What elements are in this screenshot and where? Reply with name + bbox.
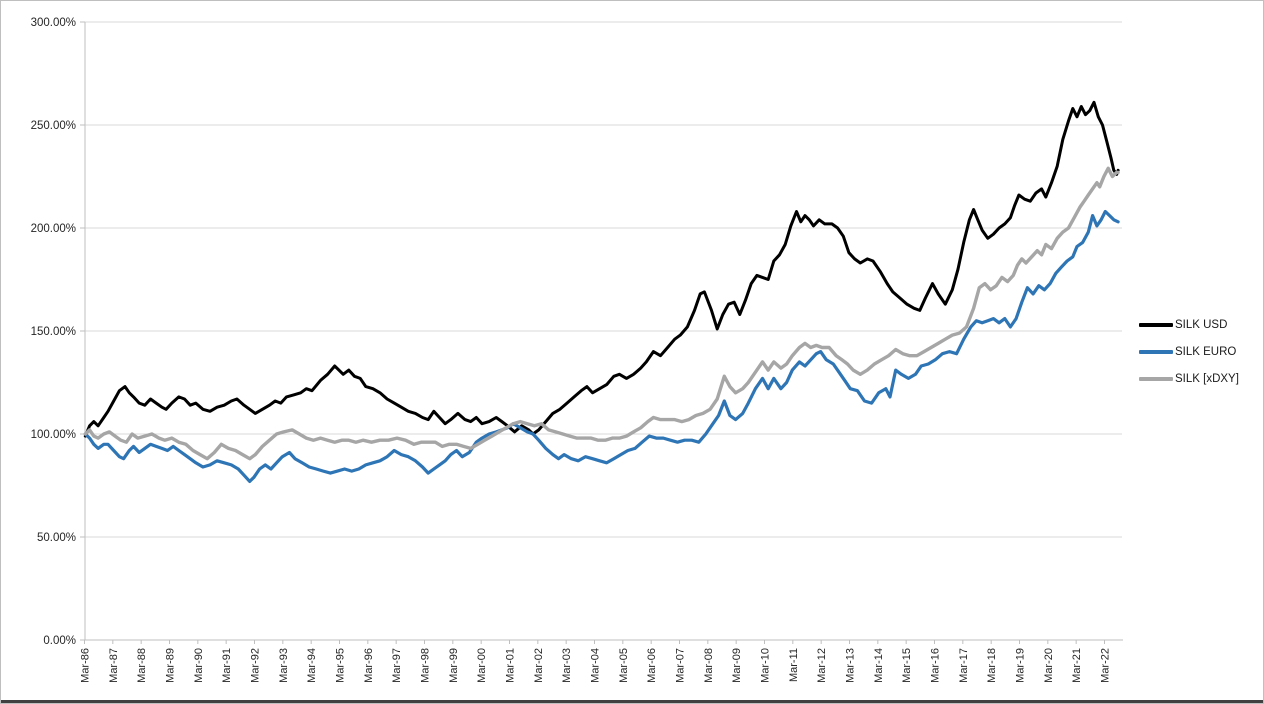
x-axis-tick-label: Mar-14 bbox=[873, 648, 885, 683]
y-axis-tick-label: 50.00% bbox=[37, 532, 76, 544]
series-line-silk-usd bbox=[83, 100, 1120, 438]
x-axis-tick-label: Mar-98 bbox=[420, 648, 432, 683]
x-axis-tick-label: Mar-94 bbox=[306, 648, 318, 683]
x-axis-tick-label: Mar-10 bbox=[760, 648, 772, 683]
x-axis-tick-label: Mar-01 bbox=[505, 648, 517, 683]
x-axis-tick-label: Mar-17 bbox=[958, 648, 970, 683]
y-axis-tick-label: 0.00% bbox=[43, 635, 76, 647]
y-axis-labels: 0.00% 50.00% 100.00% 150.00% 200.00% 250.00% 3… bbox=[31, 17, 76, 647]
x-axis-tick-label: Mar-02 bbox=[533, 648, 545, 683]
x-axis-tick-label: Mar-19 bbox=[1015, 648, 1027, 683]
legend: SILK USD SILK EURO SILK [xDXY] bbox=[1139, 315, 1239, 388]
y-axis-tick-label: 250.00% bbox=[31, 120, 76, 132]
legend-entry-silk-xdxy: SILK [xDXY] bbox=[1139, 369, 1239, 388]
x-axis-tick-label: Mar-05 bbox=[618, 648, 630, 683]
x-axis-tick-label: Mar-18 bbox=[986, 648, 998, 683]
x-axis-tick-label: Mar-86 bbox=[80, 648, 92, 683]
x-axis-tick-label: Mar-87 bbox=[108, 648, 120, 683]
legend-label-silk-euro: SILK EURO bbox=[1175, 345, 1237, 358]
x-axis-tick-label: Mar-07 bbox=[675, 648, 687, 683]
legend-swatch-silk-euro bbox=[1139, 349, 1173, 354]
legend-swatch-silk-xdxy bbox=[1139, 376, 1173, 381]
legend-swatch-silk-usd bbox=[1139, 322, 1173, 327]
x-axis-tick-label: Mar-12 bbox=[816, 648, 828, 683]
x-axis-tick-label: Mar-93 bbox=[278, 648, 290, 683]
y-axis-tick-label: 150.00% bbox=[31, 326, 76, 338]
x-axis-tick-label: Mar-08 bbox=[703, 648, 715, 683]
series-line-silk-euro bbox=[83, 209, 1120, 483]
x-axis-tick-label: Mar-11 bbox=[788, 648, 800, 682]
legend-entry-silk-usd: SILK USD bbox=[1139, 315, 1239, 334]
x-axis-tick-label: Mar-20 bbox=[1043, 648, 1055, 683]
x-axis-ticks bbox=[84, 640, 1105, 644]
y-axis-tick-label: 300.00% bbox=[31, 17, 76, 29]
x-axis-tick-label: Mar-06 bbox=[646, 648, 658, 683]
x-axis-tick-label: Mar-15 bbox=[901, 648, 913, 683]
x-axis-tick-label: Mar-92 bbox=[250, 648, 262, 683]
x-axis-tick-label: Mar-04 bbox=[590, 648, 602, 683]
x-axis-tick-label: Mar-03 bbox=[561, 648, 573, 683]
y-axis-tick-label: 200.00% bbox=[31, 223, 76, 235]
legend-label-silk-xdxy: SILK [xDXY] bbox=[1175, 372, 1239, 385]
y-axis-tick-label: 100.00% bbox=[31, 429, 76, 441]
x-axis-tick-label: Mar-21 bbox=[1071, 648, 1083, 683]
frame-bottom-border bbox=[1, 700, 1263, 703]
legend-label-silk-usd: SILK USD bbox=[1175, 318, 1228, 331]
x-axis-tick-label: Mar-88 bbox=[136, 648, 148, 683]
x-axis-tick-label: Mar-99 bbox=[448, 648, 460, 683]
x-axis-tick-label: Mar-96 bbox=[363, 648, 375, 683]
x-axis-tick-label: Mar-13 bbox=[845, 648, 857, 683]
series-line-silk-xdxy- bbox=[83, 166, 1120, 461]
x-axis-tick-label: Mar-90 bbox=[193, 648, 205, 683]
legend-entry-silk-euro: SILK EURO bbox=[1139, 342, 1239, 361]
y-axis-ticks bbox=[80, 21, 85, 641]
x-axis-tick-label: Mar-89 bbox=[165, 648, 177, 683]
x-axis-tick-label: Mar-16 bbox=[930, 648, 942, 683]
x-axis-tick-label: Mar-22 bbox=[1100, 648, 1112, 683]
x-axis-labels: Mar-86 Mar-87 Mar-88 Mar-89 Mar-90 Mar-91 Mar-… bbox=[80, 648, 1112, 683]
gridlines bbox=[85, 21, 1122, 538]
x-axis-tick-label: Mar-97 bbox=[391, 648, 403, 683]
x-axis-tick-label: Mar-00 bbox=[476, 648, 488, 683]
x-axis-tick-label: Mar-95 bbox=[335, 648, 347, 683]
x-axis-tick-label: Mar-09 bbox=[731, 648, 743, 683]
x-axis-tick-label: Mar-91 bbox=[221, 648, 233, 683]
